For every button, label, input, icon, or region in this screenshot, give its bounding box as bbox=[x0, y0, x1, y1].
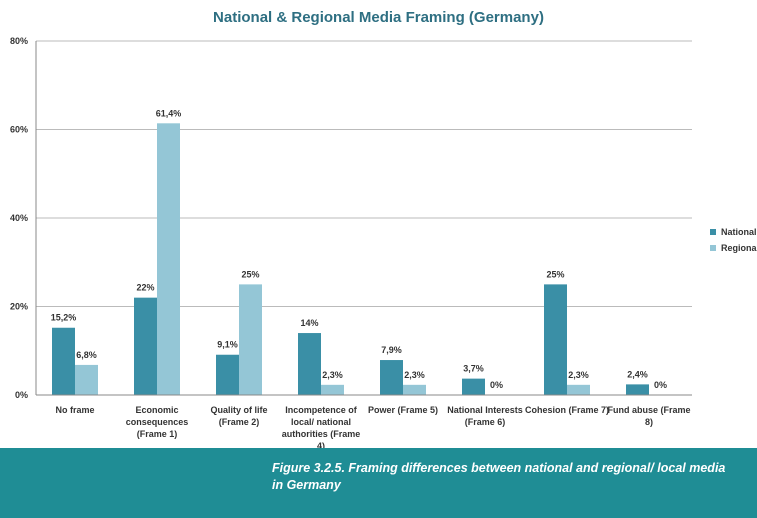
data-label: 25% bbox=[546, 269, 564, 279]
bar-regional bbox=[157, 123, 180, 396]
data-label: 0% bbox=[490, 380, 503, 390]
data-label: 15,2% bbox=[51, 313, 77, 323]
x-tick-label: National Interests (Frame 6) bbox=[447, 405, 523, 427]
bar-regional bbox=[567, 384, 590, 395]
bar-national bbox=[216, 354, 239, 395]
y-tick-label: 20% bbox=[10, 302, 28, 312]
y-tick-label: 40% bbox=[10, 213, 28, 223]
bar-regional bbox=[75, 364, 98, 395]
x-tick-label: Cohesion (Frame 7) bbox=[525, 405, 610, 415]
bar-chart: 0% 20% 40% 60% 80% 15,2% 22% 9,1% 14% 7,9% 3,7% 25%… bbox=[10, 36, 692, 400]
legend-regional-swatch bbox=[710, 245, 716, 251]
footer-band: Figure 3.2.5. Framing differences betwee… bbox=[0, 448, 757, 518]
x-tick-label: Economic consequences (Frame 1) bbox=[125, 405, 189, 439]
data-label: 2,3% bbox=[568, 370, 589, 380]
legend-national-swatch bbox=[710, 229, 716, 235]
legend-national: National bbox=[710, 227, 757, 237]
y-tick-label: 80% bbox=[10, 36, 28, 46]
bar-regional bbox=[321, 384, 344, 395]
bar-national bbox=[544, 284, 567, 395]
data-label: 3,7% bbox=[463, 364, 484, 374]
bar-national bbox=[462, 378, 485, 395]
data-label: 25% bbox=[241, 269, 259, 279]
data-label: 2,4% bbox=[627, 369, 648, 379]
x-tick-label: Quality of life (Frame 2) bbox=[210, 405, 268, 427]
data-label: 14% bbox=[300, 318, 318, 328]
data-label: 2,3% bbox=[322, 370, 343, 380]
bar-regional bbox=[239, 284, 262, 395]
x-tick-label: Power (Frame 5) bbox=[367, 405, 439, 415]
bar-regional bbox=[403, 384, 426, 395]
bar-national bbox=[52, 327, 75, 395]
x-tick-label: Fund abuse (Frame 8) bbox=[607, 405, 691, 427]
figure-caption: Figure 3.2.5. Framing differences betwee… bbox=[272, 461, 726, 492]
data-label: 9,1% bbox=[217, 340, 238, 350]
bar-national bbox=[298, 333, 321, 395]
bar-national bbox=[626, 384, 649, 395]
y-tick-label: 60% bbox=[10, 125, 28, 135]
x-tick-label: Incompetence of local/ national authorit… bbox=[281, 405, 361, 451]
legend-regional: Regional bbox=[710, 243, 757, 253]
bar-national bbox=[380, 360, 403, 395]
data-label: 61,4% bbox=[156, 108, 182, 118]
legend-regional-label: Regional bbox=[721, 243, 757, 253]
legend-national-label: National bbox=[721, 227, 757, 237]
y-tick-label: 0% bbox=[15, 390, 28, 400]
bar-national bbox=[134, 297, 157, 395]
chart-title: National & Regional Media Framing (Germa… bbox=[213, 9, 544, 26]
data-label: 0% bbox=[654, 380, 667, 390]
data-label: 22% bbox=[136, 283, 154, 293]
data-label: 7,9% bbox=[381, 345, 402, 355]
x-tick-label: No frame bbox=[55, 405, 95, 415]
data-label: 2,3% bbox=[404, 370, 425, 380]
data-label: 6,8% bbox=[76, 350, 97, 360]
